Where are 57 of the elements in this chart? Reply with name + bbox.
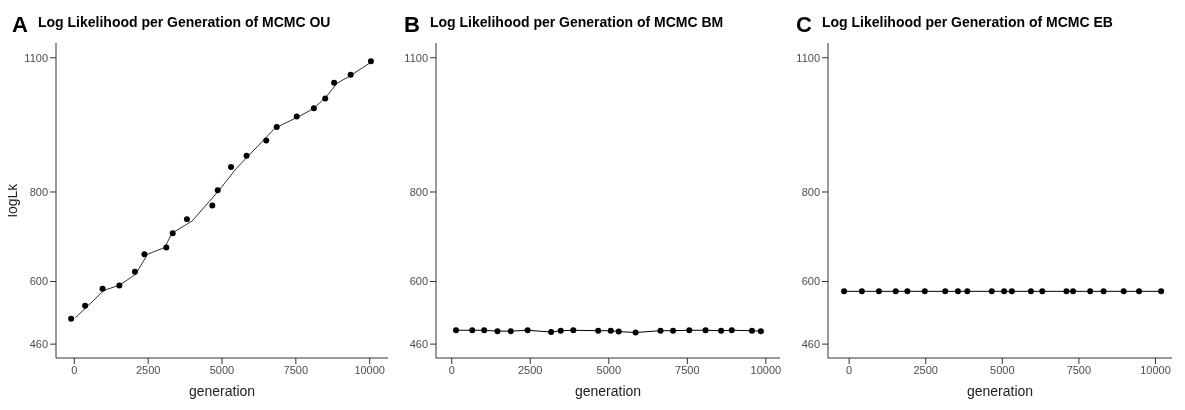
point [263, 137, 270, 144]
y-tick-label: 460 [29, 338, 48, 351]
x-tick-label: 2500 [518, 363, 543, 376]
point [163, 244, 170, 251]
point [310, 105, 317, 112]
point [183, 216, 190, 223]
point [322, 95, 329, 102]
point [273, 124, 280, 131]
y-tick-label: 800 [29, 185, 48, 198]
x-tick-label: 0 [71, 363, 78, 376]
point [228, 163, 235, 170]
point [347, 71, 354, 78]
point [141, 251, 148, 258]
point [214, 187, 221, 194]
text: C [796, 12, 812, 38]
point [116, 282, 123, 289]
x-tick-label: 10000 [354, 363, 385, 376]
x-tick-label: 5000 [990, 363, 1015, 376]
y-tick-label: 1100 [404, 51, 428, 64]
point [331, 79, 338, 86]
x-tick-label: 7500 [675, 363, 700, 376]
x-tick-label: 7500 [1066, 363, 1092, 376]
chart-title: Log Likelihood per Generation of MCMC BM [430, 14, 724, 30]
point [169, 230, 176, 237]
x-axis-title: generation [966, 383, 1034, 399]
y-tick-label: 1100 [24, 51, 48, 64]
x-tick-label: 5000 [209, 363, 235, 376]
y-tick-label: 460 [801, 338, 820, 351]
x-tick-label: 0 [448, 363, 455, 376]
point [131, 268, 138, 275]
point [99, 285, 106, 292]
chart-title: Log Likelihood per Generation of MCMC OU [38, 14, 331, 30]
y-tick-label: 800 [409, 185, 428, 198]
x-axis-title: generation [188, 383, 256, 399]
point [68, 315, 75, 322]
point [293, 113, 300, 120]
y-tick-label: 800 [801, 185, 820, 198]
x-tick-label: 7500 [283, 363, 309, 376]
point [367, 58, 374, 65]
y-tick-label: 600 [801, 275, 820, 288]
x-axis-title: generation [574, 383, 642, 399]
y-tick-label: 600 [409, 275, 428, 288]
point [209, 202, 216, 209]
x-tick-label: 2500 [135, 363, 161, 376]
x-tick-label: 10000 [1140, 363, 1171, 376]
x-tick-label: 10000 [750, 363, 782, 376]
text: A [12, 12, 28, 38]
chart-title: Log Likelihood per Generation of MCMC EB [822, 14, 1113, 30]
y-tick-label: 1100 [796, 51, 820, 64]
y-tick-label: 460 [409, 338, 428, 351]
x-tick-label: 5000 [596, 363, 622, 376]
text: B [404, 12, 420, 38]
x-tick-label: 2500 [913, 363, 938, 376]
point [243, 152, 250, 159]
x-tick-label: 0 [846, 363, 853, 376]
y-tick-label: 600 [29, 275, 48, 288]
point [82, 302, 89, 309]
